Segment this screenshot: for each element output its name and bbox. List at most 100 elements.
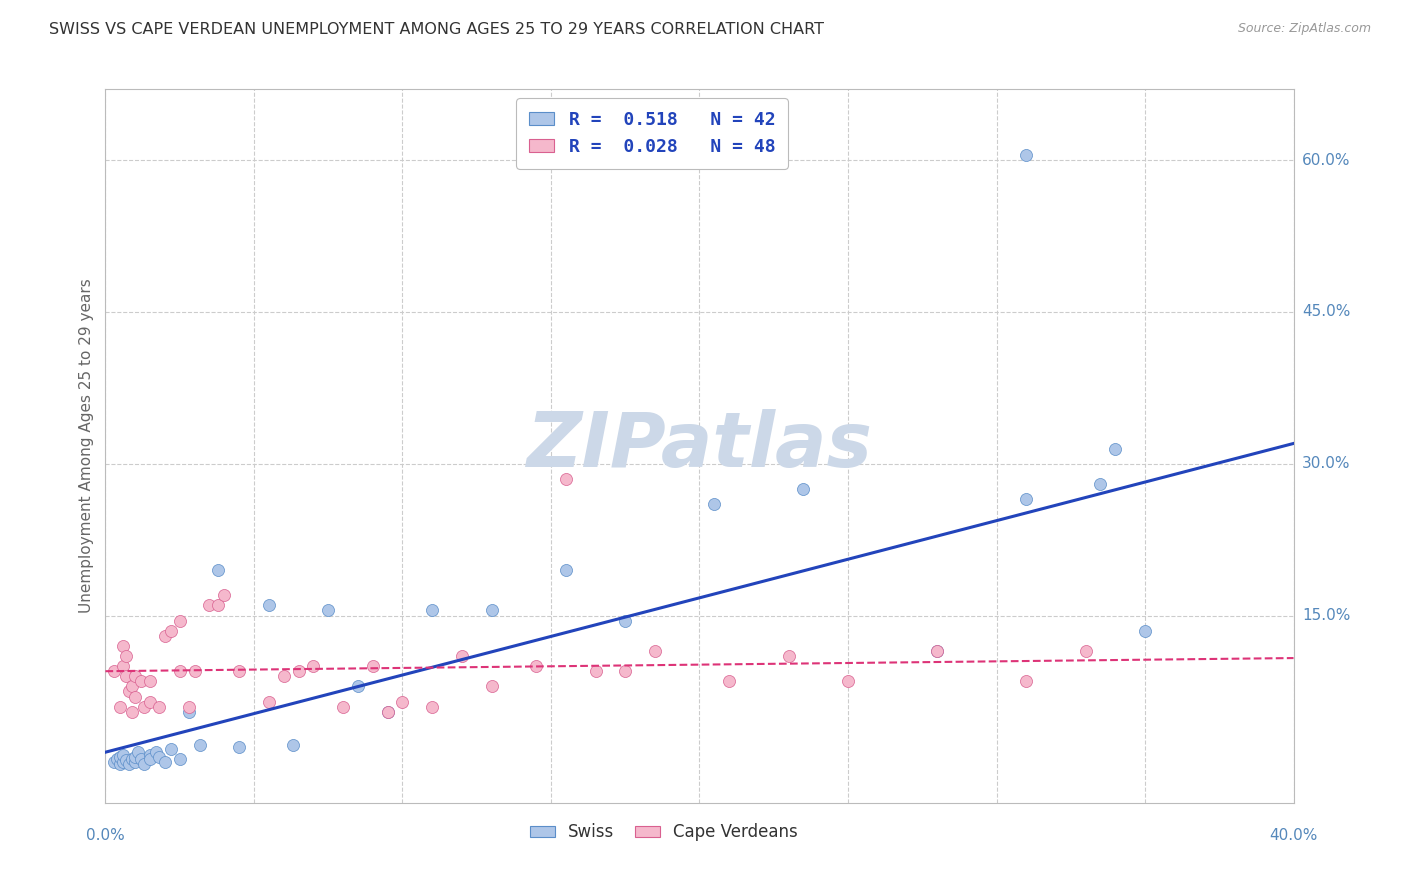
Point: [121, 680, 143, 694]
Point: [257, 599, 280, 613]
Y-axis label: Unemployment Among Ages 25 to 29 years: Unemployment Among Ages 25 to 29 years: [79, 278, 94, 614]
Point: [316, 603, 339, 617]
Point: [273, 669, 295, 683]
Point: [257, 695, 280, 709]
Point: [332, 699, 354, 714]
Point: [190, 738, 212, 752]
Point: [103, 756, 125, 770]
Point: [837, 674, 859, 689]
Point: [554, 563, 576, 577]
Point: [718, 674, 741, 689]
Point: [124, 750, 146, 764]
Text: SWISS VS CAPE VERDEAN UNEMPLOYMENT AMONG AGES 25 TO 29 YEARS CORRELATION CHART: SWISS VS CAPE VERDEAN UNEMPLOYMENT AMONG…: [49, 22, 824, 37]
Point: [228, 740, 250, 755]
Point: [481, 603, 503, 617]
Point: [110, 757, 132, 772]
Point: [112, 756, 135, 770]
Point: [132, 699, 155, 714]
Point: [361, 659, 384, 673]
Point: [1090, 477, 1112, 491]
Point: [207, 599, 229, 613]
Point: [703, 497, 725, 511]
Point: [103, 664, 125, 678]
Point: [110, 750, 132, 764]
Point: [124, 690, 146, 704]
Point: [121, 752, 143, 766]
Point: [420, 699, 443, 714]
Point: [169, 752, 191, 766]
Point: [129, 674, 152, 689]
Point: [148, 750, 170, 764]
Point: [420, 603, 443, 617]
Point: [153, 629, 176, 643]
Point: [153, 756, 176, 770]
Point: [132, 757, 155, 772]
Point: [198, 599, 221, 613]
Point: [159, 624, 181, 638]
Point: [148, 699, 170, 714]
Point: [124, 669, 146, 683]
Point: [1104, 442, 1126, 456]
Legend: Swiss, Cape Verdeans: Swiss, Cape Verdeans: [523, 817, 804, 848]
Point: [644, 644, 666, 658]
Point: [115, 669, 138, 683]
Text: 30.0%: 30.0%: [1302, 456, 1350, 471]
Point: [778, 648, 800, 663]
Point: [214, 588, 236, 602]
Point: [169, 664, 191, 678]
Point: [127, 745, 149, 759]
Point: [110, 699, 132, 714]
Point: [139, 674, 162, 689]
Point: [792, 482, 814, 496]
Text: 40.0%: 40.0%: [1270, 828, 1317, 843]
Point: [177, 705, 200, 719]
Text: 15.0%: 15.0%: [1302, 608, 1350, 623]
Point: [1015, 148, 1038, 162]
Point: [112, 748, 135, 763]
Point: [347, 680, 370, 694]
Point: [139, 752, 162, 766]
Point: [614, 664, 637, 678]
Point: [139, 695, 162, 709]
Point: [124, 756, 146, 770]
Text: Source: ZipAtlas.com: Source: ZipAtlas.com: [1237, 22, 1371, 36]
Point: [121, 705, 143, 719]
Point: [450, 648, 472, 663]
Point: [585, 664, 607, 678]
Point: [207, 563, 229, 577]
Text: ZIPatlas: ZIPatlas: [526, 409, 873, 483]
Point: [1015, 492, 1038, 507]
Point: [281, 738, 304, 752]
Point: [159, 742, 181, 756]
Point: [377, 705, 399, 719]
Point: [118, 757, 141, 772]
Text: 45.0%: 45.0%: [1302, 304, 1350, 319]
Point: [481, 680, 503, 694]
Point: [115, 648, 138, 663]
Point: [105, 752, 128, 766]
Point: [118, 684, 141, 698]
Point: [177, 699, 200, 714]
Point: [524, 659, 547, 673]
Text: 60.0%: 60.0%: [1302, 153, 1350, 168]
Point: [169, 614, 191, 628]
Point: [287, 664, 309, 678]
Point: [927, 644, 949, 658]
Point: [1015, 674, 1038, 689]
Point: [1133, 624, 1156, 638]
Point: [1074, 644, 1097, 658]
Point: [377, 705, 399, 719]
Point: [139, 748, 162, 763]
Point: [112, 639, 135, 653]
Point: [145, 745, 167, 759]
Point: [554, 472, 576, 486]
Text: 0.0%: 0.0%: [86, 828, 125, 843]
Point: [129, 752, 152, 766]
Point: [927, 644, 949, 658]
Point: [302, 659, 325, 673]
Point: [115, 753, 138, 767]
Point: [183, 664, 205, 678]
Point: [112, 659, 135, 673]
Point: [614, 614, 637, 628]
Point: [228, 664, 250, 678]
